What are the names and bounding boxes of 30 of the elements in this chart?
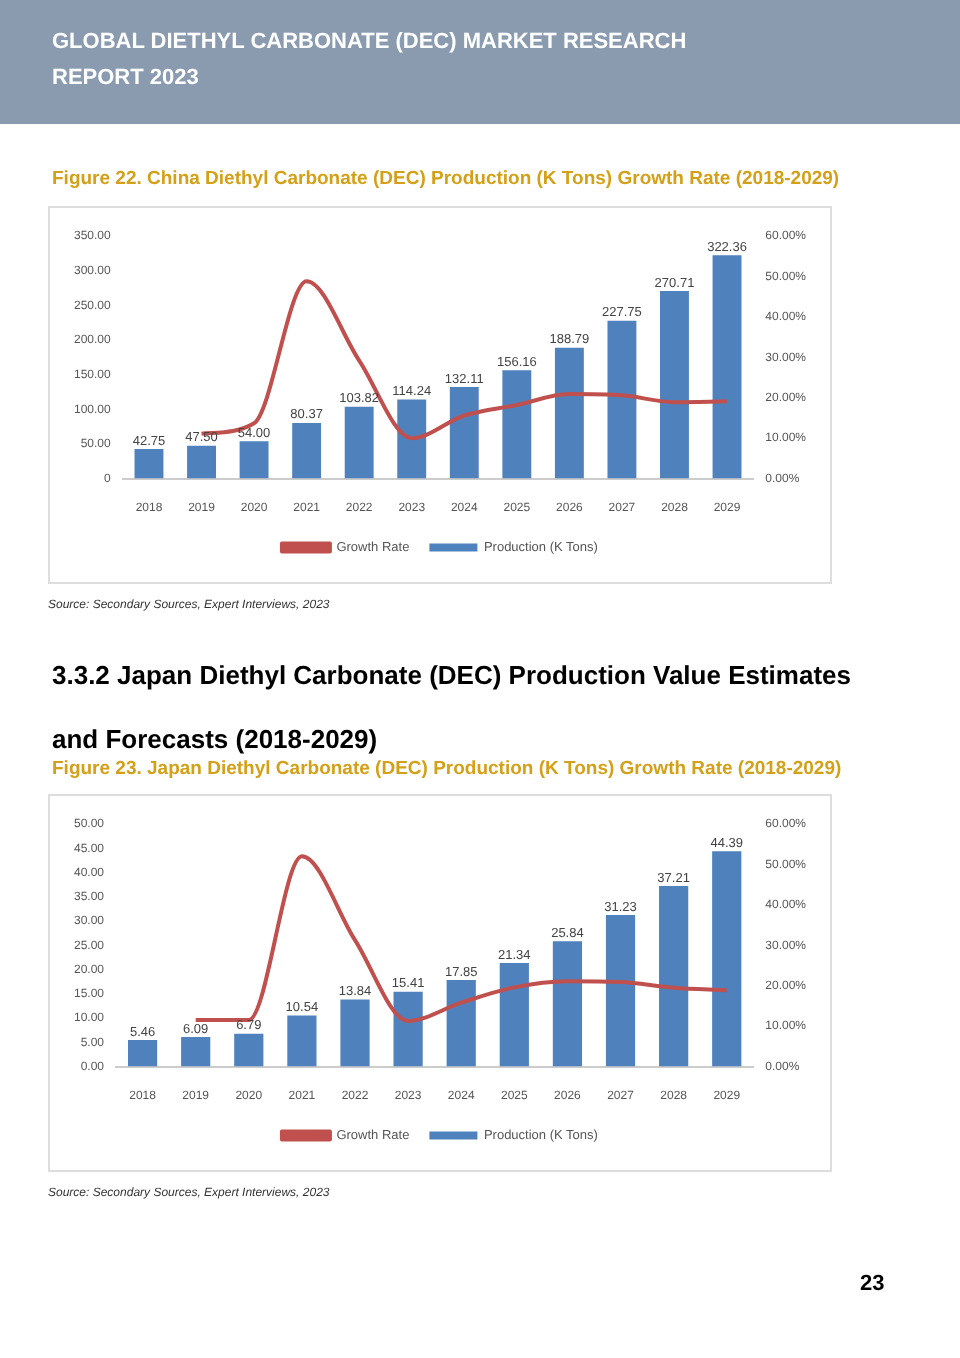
bar xyxy=(340,999,370,1067)
bar xyxy=(187,445,216,479)
bar xyxy=(552,941,583,1067)
bar xyxy=(239,441,269,479)
bar xyxy=(660,290,689,479)
bar xyxy=(234,1033,264,1067)
bar xyxy=(446,979,476,1067)
bar xyxy=(659,886,689,1067)
line-series xyxy=(193,854,729,1023)
bar xyxy=(499,963,529,1067)
bar xyxy=(344,406,374,479)
bar xyxy=(292,422,322,479)
bar xyxy=(554,347,584,479)
bar xyxy=(397,399,427,479)
bar xyxy=(607,320,637,479)
bar xyxy=(502,370,532,479)
bar xyxy=(181,1037,211,1067)
bar xyxy=(127,1040,158,1067)
bar xyxy=(287,1015,317,1067)
bar xyxy=(605,915,636,1067)
text: GLOBAL DIETHYL CARBONATE (DEC) MARKET RESEARCH REPORT 2023 xyxy=(0,0,960,124)
bar xyxy=(393,991,423,1067)
chart-title: Figure 23. Japan Diethyl Carbonate (DEC) Production (K Tons) Growth Rate (2018-2029) xyxy=(52,758,844,780)
bar xyxy=(134,448,164,479)
text: 3.3.2 Japan Diethyl Carbonate (DEC) Production Value Estimates and Forecasts (2018-2029) xyxy=(52,660,851,754)
bar xyxy=(712,255,742,479)
bar xyxy=(712,851,742,1067)
chart-title: Figure 22. China Diethyl Carbonate (DEC) Production (K Tons) Growth Rate (2018-2029) xyxy=(52,168,842,190)
bar xyxy=(449,387,479,479)
text: 23 xyxy=(860,1272,885,1296)
